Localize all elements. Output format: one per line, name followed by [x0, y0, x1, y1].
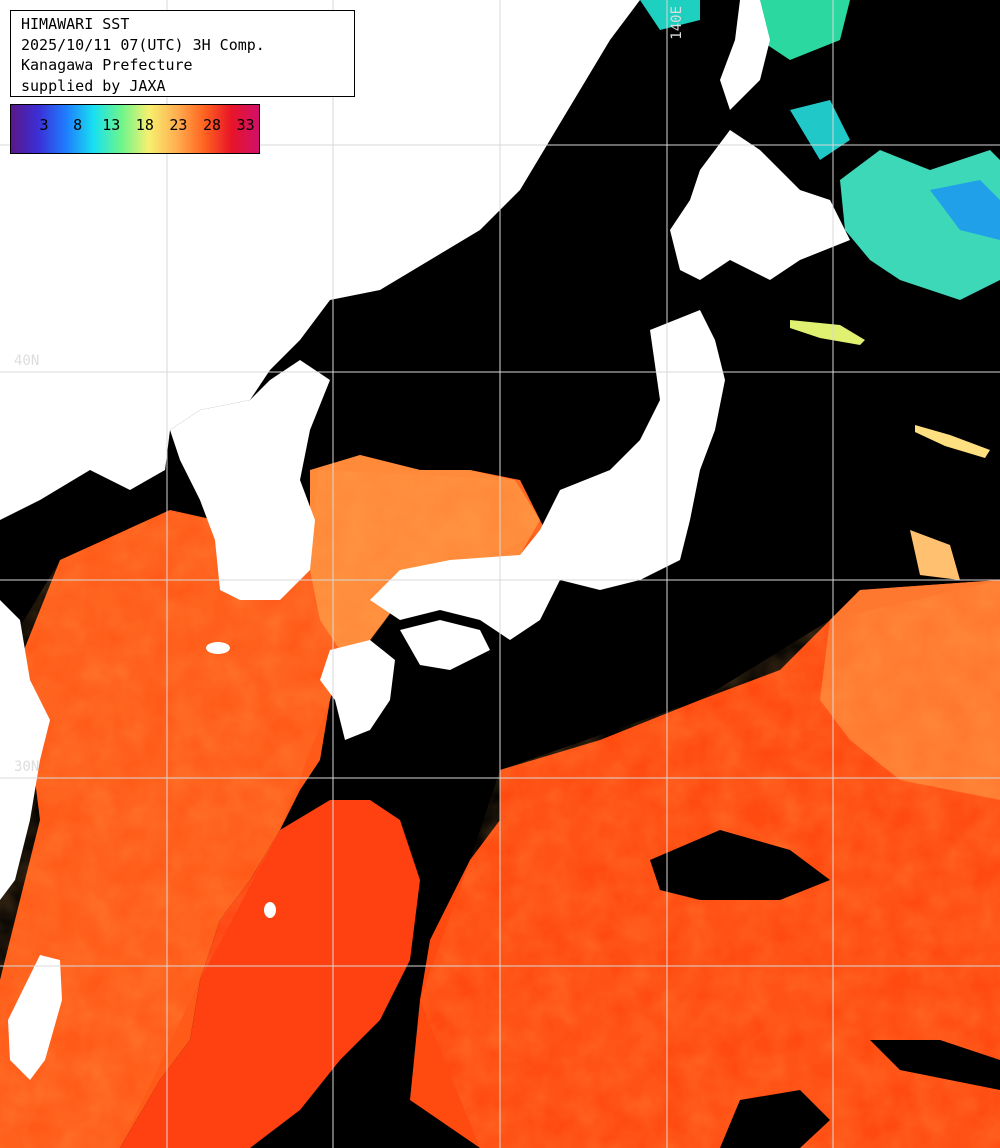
sst-region-ryukyu	[120, 800, 420, 1148]
land-hokkaido	[670, 130, 850, 280]
title-product: HIMAWARI SST	[21, 15, 130, 33]
temperature-legend-bar	[10, 104, 260, 154]
title-region: Kanagawa Prefecture	[21, 56, 193, 74]
legend-tick-label: 3	[39, 116, 49, 134]
land-sakhalin	[720, 0, 770, 110]
title-datetime: 2025/10/11 07(UTC) 3H Comp.	[21, 35, 265, 54]
title-credit: supplied by JAXA	[21, 76, 166, 95]
sst-cool-patches	[640, 0, 1000, 580]
legend-tick-label: 23	[169, 116, 188, 134]
land-honshu	[370, 310, 725, 640]
legend-tick-label: 28	[203, 116, 222, 134]
land-china	[0, 600, 50, 900]
lon-label-140e: 140E	[669, 6, 685, 40]
land-taiwan	[8, 955, 62, 1080]
legend-tick-label: 33	[236, 116, 255, 134]
sst-patch-north	[640, 0, 700, 30]
legend-tick-label: 18	[135, 116, 154, 134]
land-korea	[170, 360, 330, 600]
legend-tick-label: 8	[73, 116, 83, 134]
legend-tick-label: 13	[102, 116, 121, 134]
lat-label-40n: 40N	[14, 353, 40, 369]
title-box: HIMAWARI SST 2025/10/11 07(UTC) 3H Comp.…	[10, 10, 355, 97]
land-shikoku	[400, 620, 490, 670]
lat-label-30n: 30N	[14, 759, 40, 775]
sst-regions	[0, 455, 1000, 1148]
land-kyushu	[320, 640, 395, 740]
sst-patch-kuril	[790, 320, 865, 345]
